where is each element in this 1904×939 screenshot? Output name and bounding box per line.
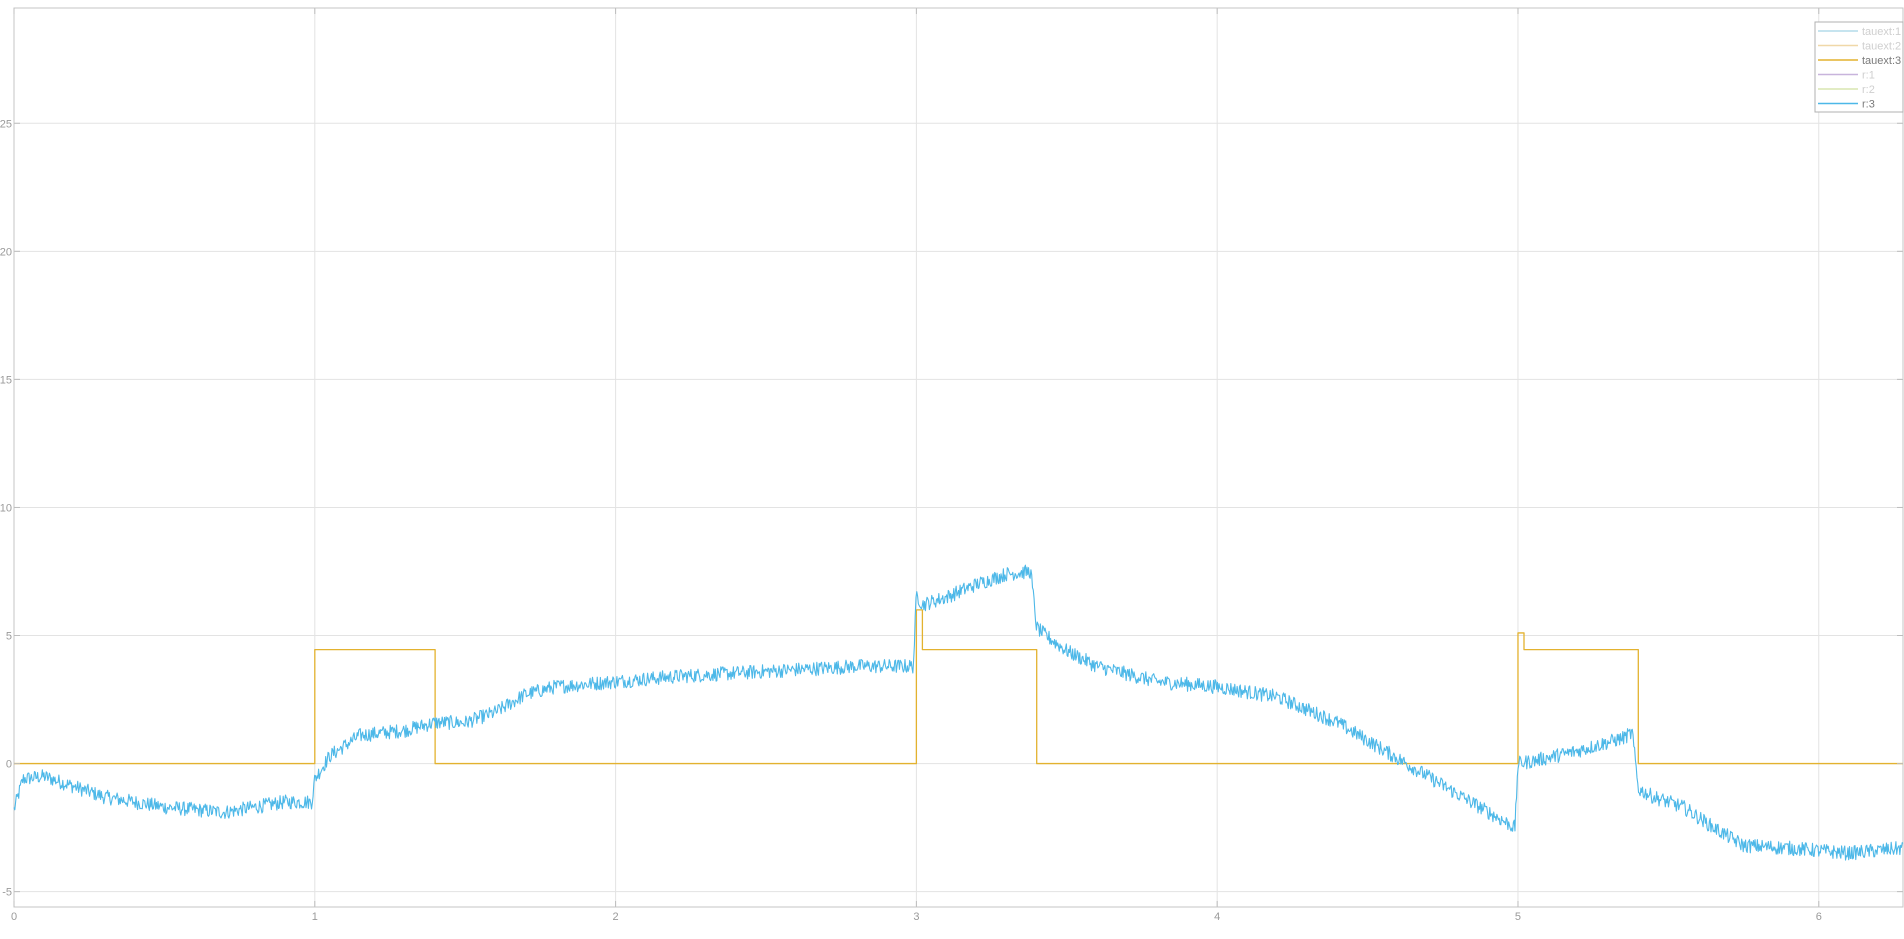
x-tick-label: 2	[613, 911, 619, 923]
series-line-tauext-3	[14, 609, 1903, 765]
y-tick-label: 15	[0, 374, 12, 386]
y-axis: -5 0 5 10 15 20 25	[0, 118, 1903, 899]
x-tick-label: 5	[1515, 911, 1521, 923]
y-tick-label: 20	[0, 246, 12, 258]
y-tick-label: 0	[6, 759, 12, 771]
legend: tauext:1 tauext:2 tauext:3 r:1 r:2 r:3	[1814, 21, 1904, 113]
legend-label: tauext:1	[1862, 26, 1901, 38]
x-tick-label: 0	[11, 911, 17, 923]
y-tick-label: 10	[0, 502, 12, 514]
grid	[14, 8, 1903, 907]
series-line-r-3	[13, 564, 1904, 861]
x-tick-label: 3	[913, 911, 919, 923]
y-tick-label: 5	[6, 631, 12, 643]
y-tick-label: -5	[2, 887, 12, 899]
legend-label: r:2	[1862, 84, 1875, 96]
plot-area	[13, 7, 1904, 908]
legend-label: r:1	[1862, 70, 1875, 82]
x-axis: 0 1 2 3 4 5 6	[11, 8, 1822, 923]
series-layer	[13, 564, 1904, 861]
legend-label: tauext:3	[1862, 55, 1901, 67]
x-tick-label: 6	[1816, 911, 1822, 923]
legend-label: r:3	[1862, 99, 1875, 111]
x-tick-label: 1	[312, 911, 318, 923]
x-tick-label: 4	[1214, 911, 1220, 923]
legend-label: tauext:2	[1862, 41, 1901, 53]
y-tick-label: 25	[0, 118, 12, 130]
legend-box	[1814, 21, 1904, 113]
